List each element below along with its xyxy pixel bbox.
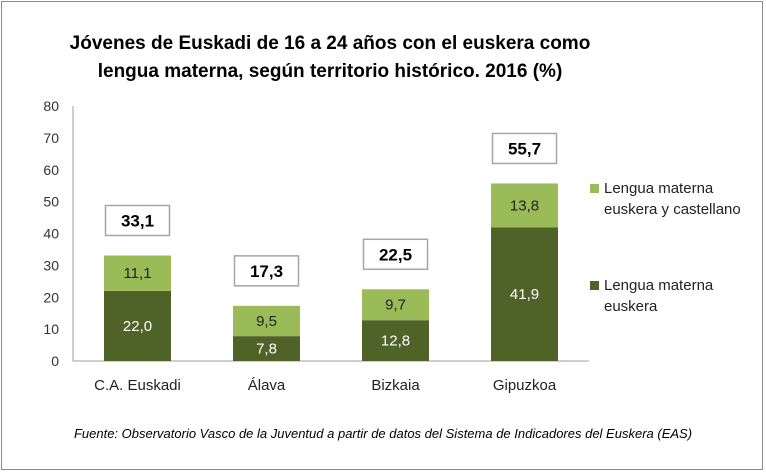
total-box	[104, 204, 171, 237]
y-tick-label: 80	[43, 98, 59, 114]
bar-value-label: 7,8	[256, 341, 277, 358]
total-label: 22,5	[379, 245, 412, 264]
total-box	[491, 132, 558, 165]
legend-label: Lengua materna euskera	[604, 277, 714, 315]
y-tick-label: 70	[43, 130, 59, 146]
y-tick-label: 40	[43, 226, 59, 242]
total-box	[233, 255, 300, 287]
chart-title: Jóvenes de Euskadi de 16 a 24 años con e…	[69, 33, 591, 82]
x-tick-label: C.A. Euskadi	[94, 377, 181, 394]
y-tick-label: 60	[43, 162, 59, 178]
x-tick-label: Bizkaia	[371, 377, 420, 394]
total-label: 55,7	[508, 139, 541, 158]
source-note: Fuente: Observatorio Vasco de la Juventu…	[73, 426, 693, 441]
total-box	[362, 238, 429, 271]
bar-value-label: 9,7	[385, 297, 406, 314]
bar-segment	[491, 227, 558, 361]
y-tick-label: 10	[43, 321, 59, 337]
bar-segment	[104, 255, 171, 291]
legend-item-mixed: Lengua materna euskera y castellano	[590, 178, 754, 220]
legend-swatch-euskera	[590, 281, 599, 290]
legend-label: Lengua materna euskera y castellano	[604, 180, 741, 218]
bar-segment	[233, 305, 300, 337]
bar-value-label: 13,8	[510, 197, 539, 214]
y-tick-label: 0	[51, 353, 59, 369]
bar-segment	[491, 183, 558, 228]
bar-value-label: 12,8	[381, 333, 410, 350]
bar-value-label: 9,5	[256, 313, 277, 330]
bar-segment	[104, 290, 171, 361]
x-tick-label: Álava	[248, 377, 286, 394]
y-tick-label: 20	[43, 289, 59, 305]
bar-segment	[362, 320, 429, 361]
y-tick-label: 30	[43, 257, 59, 273]
y-tick-label: 50	[43, 194, 59, 210]
bar-segment	[233, 336, 300, 361]
total-label: 17,3	[250, 262, 283, 281]
bar-value-label: 22,0	[123, 318, 152, 335]
x-tick-label: Gipuzkoa	[493, 377, 557, 394]
legend-item-euskera: Lengua materna euskera	[590, 275, 744, 317]
chart-plot: 0 10 20 30 40 50 60 70 80 22,0 11,1 33,1 C.A. Euskad…	[43, 98, 589, 394]
legend-swatch-mixed	[590, 184, 599, 193]
bar-value-label: 41,9	[510, 286, 539, 303]
total-label: 33,1	[121, 211, 154, 230]
bar-value-label: 11,1	[123, 265, 151, 282]
bar-segment	[362, 289, 429, 321]
